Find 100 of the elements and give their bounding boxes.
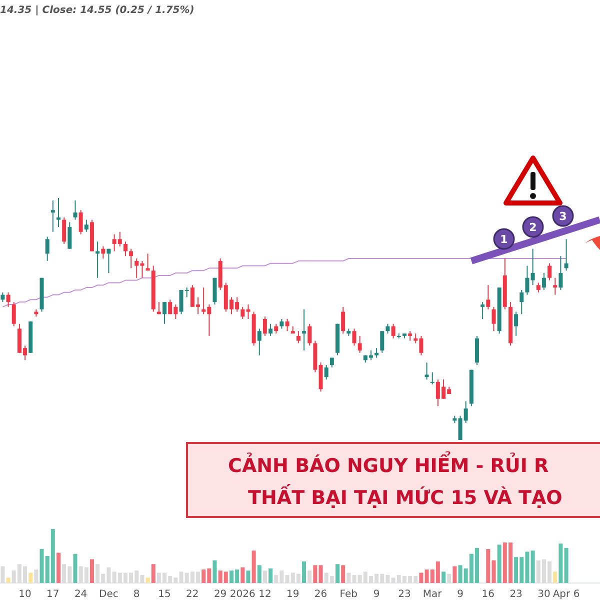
x-tick-label: 19 [286, 589, 300, 600]
candlestick [302, 308, 306, 351]
bar [553, 572, 558, 583]
candlestick [78, 210, 83, 235]
x-tick-label: Dec [99, 589, 118, 600]
bar [530, 550, 535, 583]
x-tick-label: 26 [314, 589, 328, 600]
candlestick [308, 323, 312, 346]
candlestick [542, 272, 546, 290]
candlestick [123, 241, 128, 257]
x-tick-label: 22 [186, 589, 199, 600]
bar [497, 544, 502, 583]
candlestick [285, 318, 290, 332]
candlestick [525, 265, 530, 296]
candlestick [520, 289, 524, 315]
bar [268, 568, 273, 583]
candlestick [330, 357, 334, 368]
candlestick [480, 302, 485, 320]
bar [313, 565, 318, 583]
x-tick-label: 9 [373, 589, 380, 600]
candlestick [84, 219, 88, 232]
candlestick [6, 292, 10, 308]
candlestick [558, 256, 563, 290]
bar [212, 560, 217, 583]
candlestick [268, 323, 273, 336]
candlestick [408, 330, 412, 342]
candlestick [12, 302, 16, 327]
candlestick [96, 241, 100, 278]
bar [262, 570, 267, 583]
x-tick-label: 12 [258, 589, 272, 600]
bar [442, 572, 446, 583]
candlestick [492, 306, 496, 332]
candlestick [486, 284, 490, 310]
candlestick [50, 200, 55, 232]
candlestick [530, 248, 535, 286]
candlestick [56, 198, 60, 228]
candlestick [341, 306, 346, 334]
bar [452, 566, 457, 583]
candlestick [514, 311, 518, 336]
candlestick [0, 292, 5, 303]
x-tick-label: Apr 6 [552, 589, 580, 600]
x-tick-label: 17 [46, 589, 60, 600]
x-tick-label: 30 [538, 589, 550, 600]
x-tick-label: 23 [510, 589, 522, 600]
candlestick [358, 335, 362, 354]
bar [246, 570, 250, 583]
bar [6, 578, 10, 583]
text: CẢNH BÁO NGUY HIỂM - RỦI R [228, 451, 550, 477]
candlestick [424, 362, 429, 380]
bar [146, 578, 150, 583]
x-tick-label: 16 [482, 589, 495, 600]
candlestick [68, 222, 72, 250]
candlestick [62, 216, 66, 244]
candlestick [73, 200, 78, 220]
bar [90, 559, 94, 583]
candlestick [257, 328, 262, 356]
candlestick [262, 316, 267, 336]
bar [558, 544, 563, 583]
text: THẤT BẠI TẠI MỨC 15 VÀ TẠO [248, 483, 562, 509]
annotation: 3 [559, 210, 567, 223]
x-tick-label: Feb [340, 589, 358, 600]
bar [302, 561, 306, 583]
bar [151, 564, 156, 583]
bar [341, 565, 346, 583]
bar [0, 566, 5, 583]
x-tick-label: 2026 [230, 589, 256, 600]
bar [56, 552, 60, 583]
candlestick [548, 262, 552, 281]
candlestick [296, 330, 300, 344]
bar [28, 572, 33, 583]
candlestick [553, 277, 558, 296]
candlestick [430, 372, 434, 385]
candlestick [106, 248, 111, 274]
x-tick-label: 29 [214, 589, 227, 600]
bar [447, 574, 452, 583]
annotation: 2 [529, 221, 537, 234]
candlestick [156, 302, 161, 315]
candlestick [146, 253, 150, 272]
candlestick [380, 330, 384, 354]
bar [419, 572, 424, 583]
bar [257, 565, 262, 583]
bar [73, 554, 78, 583]
candlestick [280, 318, 284, 330]
bar [564, 548, 568, 583]
bar [336, 564, 340, 583]
annotation: 1 [500, 233, 508, 246]
x-tick-label: 10 [18, 589, 32, 600]
candlestick [386, 323, 390, 334]
candlestick [129, 248, 134, 269]
candlestick [564, 238, 568, 272]
bar [252, 550, 256, 583]
candlestick [374, 348, 379, 358]
candlestick [391, 323, 396, 339]
candlestick [274, 323, 278, 334]
x-tick-label: 24 [74, 589, 88, 600]
candlestick [324, 364, 328, 380]
candlestick [162, 302, 167, 324]
candlestick [101, 246, 106, 259]
text: 14.35 | Close: 14.55 (0.25 / 1.75%) [0, 5, 194, 16]
bar [308, 570, 312, 583]
